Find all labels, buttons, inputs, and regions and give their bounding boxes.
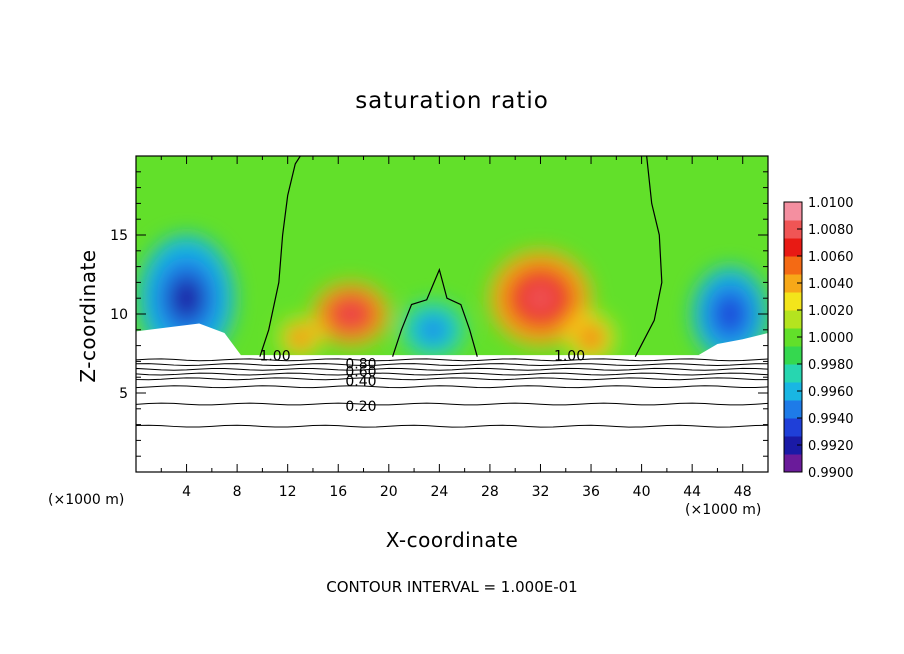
x-tick-label: 8 xyxy=(233,484,242,500)
colorbar-swatch xyxy=(784,256,802,275)
contour-line xyxy=(136,402,768,406)
contour-line-1-00 xyxy=(392,267,478,357)
colorbar-swatch xyxy=(784,274,802,293)
field-blob xyxy=(293,331,308,345)
contour-label: 0.40 xyxy=(345,374,376,390)
x-axis-label: X-coordinate xyxy=(385,528,519,552)
x-tick-label: 40 xyxy=(633,484,651,500)
y-tick-label: 15 xyxy=(110,228,128,244)
colorbar-swatch xyxy=(784,292,802,311)
field-blob xyxy=(421,319,445,340)
chart-title: saturation ratio xyxy=(355,88,549,114)
contour-line-1-00 xyxy=(259,156,301,357)
x-tick-label: 36 xyxy=(582,484,600,500)
contour-line-1-00 xyxy=(634,156,663,357)
contour-label: 1.00 xyxy=(554,349,585,365)
colorbar-label: 1.0000 xyxy=(808,331,854,346)
x-unit-left: (×1000 m) xyxy=(48,492,125,508)
colorbar-swatch xyxy=(784,436,802,455)
colorbar-label: 1.0100 xyxy=(808,196,854,211)
x-tick-label: 20 xyxy=(380,484,398,500)
colorbar-swatch xyxy=(784,310,802,329)
colorbar-swatch xyxy=(784,202,802,221)
contour-line xyxy=(136,363,768,367)
surface-region-right xyxy=(698,332,768,359)
colorbar-swatch xyxy=(784,382,802,401)
heatmap-field xyxy=(136,156,768,472)
colorbar-label: 1.0040 xyxy=(808,277,854,292)
contour-interval-note: CONTOUR INTERVAL = 1.000E-01 xyxy=(326,578,578,596)
field-blob xyxy=(583,329,600,346)
x-tick-label: 28 xyxy=(481,484,499,500)
x-tick-label: 4 xyxy=(182,484,191,500)
colorbar-swatch xyxy=(784,454,802,473)
colorbar-label: 0.9960 xyxy=(808,385,854,400)
y-tick-label: 10 xyxy=(110,307,128,323)
contour-label: 1.00 xyxy=(259,349,290,365)
colorbar-label: 1.0080 xyxy=(808,223,854,238)
contour-label: 0.20 xyxy=(345,399,376,415)
colorbar-label: 0.9980 xyxy=(808,358,854,373)
colorbar-swatch xyxy=(784,220,802,239)
colorbar-swatch xyxy=(784,238,802,257)
colorbar-swatch xyxy=(784,328,802,347)
field-blob xyxy=(169,276,204,321)
colorbar-swatch xyxy=(784,364,802,383)
colorbar-label: 1.0020 xyxy=(808,304,854,319)
contour-label: 0.60 xyxy=(345,364,376,380)
y-tick-label: 5 xyxy=(119,386,128,402)
colorbar-swatch xyxy=(784,400,802,419)
field-blob xyxy=(522,281,559,315)
colorbar: 1.0100 1.0080 1.0060 1.0040 1.0020 1.0000 0.99… xyxy=(783,196,854,481)
field-blobs xyxy=(138,235,768,362)
colorbar-label: 0.9900 xyxy=(808,466,854,481)
colorbar-label: 0.9920 xyxy=(808,439,854,454)
x-tick-label: 32 xyxy=(532,484,550,500)
colorbar-swatch xyxy=(784,346,802,365)
contour-label: 0.80 xyxy=(345,357,376,373)
x-tick-label: 44 xyxy=(683,484,701,500)
contour-lines: 1.00 0.800.600.40 0.20 1.00 xyxy=(136,156,768,428)
field-blob xyxy=(337,302,365,326)
colorbar-label: 1.0060 xyxy=(808,250,854,265)
x-tick-label: 24 xyxy=(430,484,448,500)
x-unit-right: (×1000 m) xyxy=(685,502,762,518)
contour-line xyxy=(136,358,768,362)
contour-line xyxy=(136,372,768,376)
x-tick-label: 16 xyxy=(329,484,347,500)
contour-line xyxy=(136,424,768,428)
contour-line xyxy=(136,367,768,371)
x-tick-label: 48 xyxy=(734,484,752,500)
field-blob xyxy=(716,297,744,331)
contour-line xyxy=(136,377,768,381)
x-tick-label: 12 xyxy=(279,484,297,500)
contour-line xyxy=(136,385,768,389)
colorbar-swatch xyxy=(784,418,802,437)
colorbar-label: 0.9940 xyxy=(808,412,854,427)
